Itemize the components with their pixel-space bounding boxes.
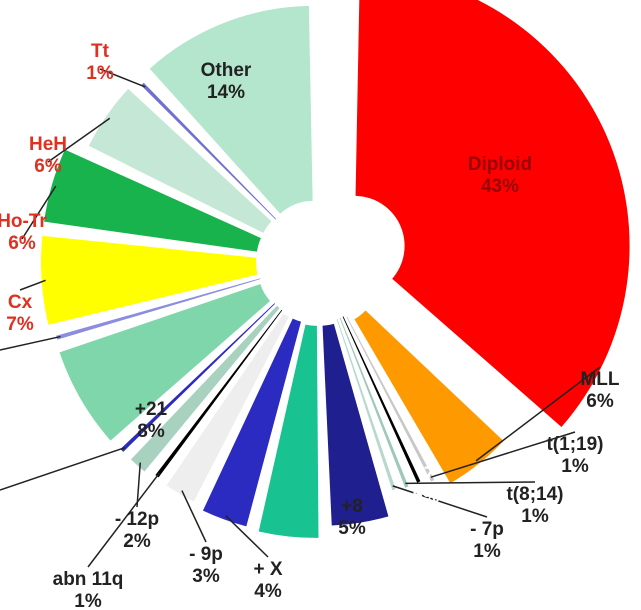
slice-slice-3 bbox=[342, 316, 421, 483]
slice-label-name: t(8;14) bbox=[506, 484, 563, 505]
leader-7p bbox=[392, 485, 488, 518]
slice-label-name: + X bbox=[253, 559, 282, 580]
leader-t-1-19 bbox=[430, 431, 576, 478]
leader-ho-tr bbox=[21, 185, 57, 240]
slice-label-value: 43% bbox=[481, 176, 519, 197]
leader-offscreen-14 bbox=[0, 335, 61, 351]
leader-tt bbox=[99, 68, 146, 88]
slice-ho-tr bbox=[44, 149, 261, 252]
slice-label-name: Other bbox=[201, 60, 252, 81]
slice-9p bbox=[166, 313, 289, 502]
slice-label-value: 1% bbox=[521, 506, 549, 527]
slice-label-name: HeH bbox=[29, 134, 67, 155]
label-8: +8 5% bbox=[338, 496, 366, 539]
label-t-1-19: t(1;19) 1% bbox=[546, 434, 603, 477]
slice-label-value: 7% bbox=[6, 314, 34, 335]
slice-heh bbox=[88, 88, 272, 233]
slice-label-name: +8 bbox=[341, 496, 363, 517]
slice-21 bbox=[59, 284, 270, 441]
label-7p: - 7p 1% bbox=[470, 519, 504, 562]
slice-label-value: 6% bbox=[586, 391, 614, 412]
label-cx: Cx 7% bbox=[6, 292, 34, 335]
slice-label-value: 4% bbox=[254, 581, 282, 602]
label-tt: Tt 1% bbox=[86, 41, 114, 84]
slice-label-name: -7 bbox=[418, 464, 435, 485]
slice-label-value: 1% bbox=[473, 541, 501, 562]
slice-7 bbox=[322, 323, 389, 526]
slice-t-1-19 bbox=[346, 316, 435, 482]
slice-label-value: 5% bbox=[338, 518, 366, 539]
label-t-8-14: t(8;14) 1% bbox=[506, 484, 563, 527]
slice-t-8-14 bbox=[339, 317, 409, 488]
label-21: +21 8% bbox=[135, 399, 168, 442]
slice-label-name: abn 11q bbox=[53, 569, 124, 590]
leader-x bbox=[225, 515, 269, 558]
label-12p: - 12p 2% bbox=[115, 509, 159, 552]
leader-lines bbox=[0, 68, 601, 568]
slice-labels: Diploid 43%MLL 6%t(1;19) 1%t(8;14) 1%- 7p 1%-… bbox=[0, 41, 620, 610]
label-diploid: Diploid 43% bbox=[468, 154, 532, 197]
leader-12p bbox=[136, 462, 142, 508]
slice-label-value: 14% bbox=[207, 82, 245, 103]
slice-mll bbox=[354, 310, 504, 484]
slice-label-name: MLL bbox=[580, 369, 619, 390]
slice-label-name: Tt bbox=[91, 41, 110, 62]
slice-label-value: 6% bbox=[34, 156, 62, 177]
leader-cx bbox=[19, 279, 46, 291]
slice-label-name: t(1;19) bbox=[546, 434, 603, 455]
slice-label-value: 2% bbox=[123, 531, 151, 552]
label-other: Other 14% bbox=[201, 60, 252, 103]
slice-label-name: - 12p bbox=[115, 509, 159, 530]
slice-cx bbox=[41, 235, 258, 325]
slice-label-value: 1% bbox=[74, 591, 102, 610]
leader-abn-11q bbox=[87, 472, 161, 568]
slice-slice-14 bbox=[56, 278, 261, 340]
slice-label-name: - 9p bbox=[189, 544, 223, 565]
slice-label-name: Cx bbox=[8, 292, 33, 313]
slice-label-value: 1% bbox=[561, 456, 589, 477]
leader-mll bbox=[475, 366, 601, 462]
slice-12p bbox=[130, 305, 280, 472]
slice-diploid bbox=[355, 0, 630, 427]
slice-abn-11q bbox=[155, 309, 283, 478]
label-heh: HeH 6% bbox=[29, 134, 67, 177]
leader-t-8-14 bbox=[405, 481, 536, 485]
leader-9p bbox=[181, 490, 207, 543]
slice-label-value: 6% bbox=[8, 233, 36, 254]
slice-label-name: Ho-Tr bbox=[0, 211, 47, 232]
label-7: -7 5% bbox=[412, 464, 440, 507]
leader-offscreen-12 bbox=[0, 446, 125, 491]
slice-label-value: 5% bbox=[412, 486, 440, 507]
slice-x bbox=[202, 318, 302, 527]
slice-label-name: +21 bbox=[135, 399, 168, 420]
leader-heh bbox=[47, 117, 111, 163]
slice-7p bbox=[336, 318, 396, 491]
slice-8 bbox=[258, 324, 319, 538]
slice-label-value: 3% bbox=[192, 566, 220, 587]
label-9p: - 9p 3% bbox=[189, 544, 223, 587]
label-mll: MLL 6% bbox=[580, 369, 619, 412]
label-abn-11q: abn 11q 1% bbox=[53, 569, 124, 610]
slice-tt bbox=[141, 82, 277, 220]
slice-label-value: 1% bbox=[86, 63, 114, 84]
slice-label-name: Diploid bbox=[468, 154, 532, 175]
slice-slice-12 bbox=[120, 303, 275, 452]
label-x: + X 4% bbox=[253, 559, 282, 602]
pie-slices bbox=[41, 0, 630, 538]
slice-label-name: - 7p bbox=[470, 519, 504, 540]
label-ho-tr: Ho-Tr 6% bbox=[0, 211, 47, 254]
slice-label-value: 8% bbox=[137, 421, 165, 442]
slice-other bbox=[149, 5, 313, 214]
